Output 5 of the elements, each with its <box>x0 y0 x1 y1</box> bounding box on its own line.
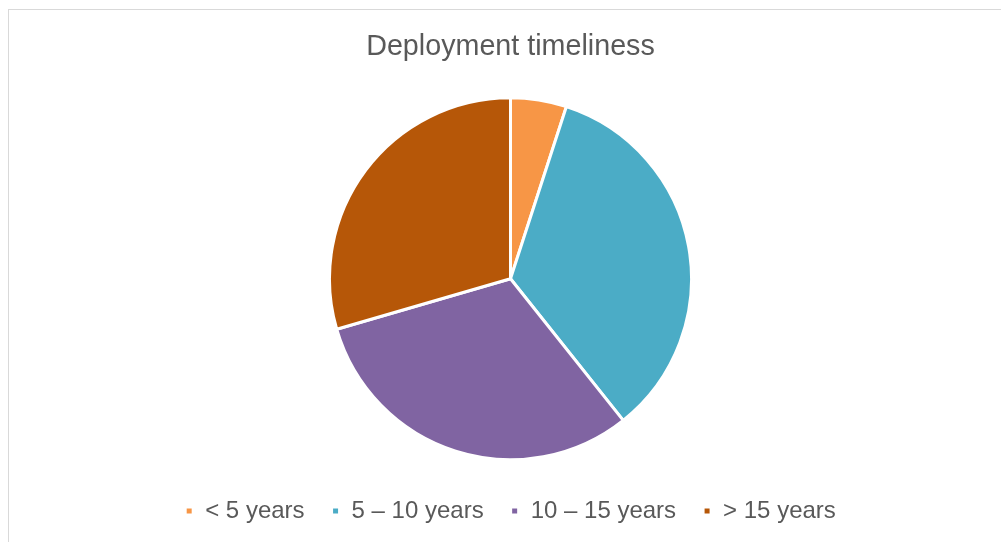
legend-label: 5 – 10 years <box>351 495 484 523</box>
chart-title: Deployment timeliness <box>366 29 655 62</box>
legend-label: 10 – 15 years <box>530 495 677 523</box>
legend-label: < 5 years <box>205 495 305 523</box>
legend-label: > 15 years <box>723 495 836 523</box>
